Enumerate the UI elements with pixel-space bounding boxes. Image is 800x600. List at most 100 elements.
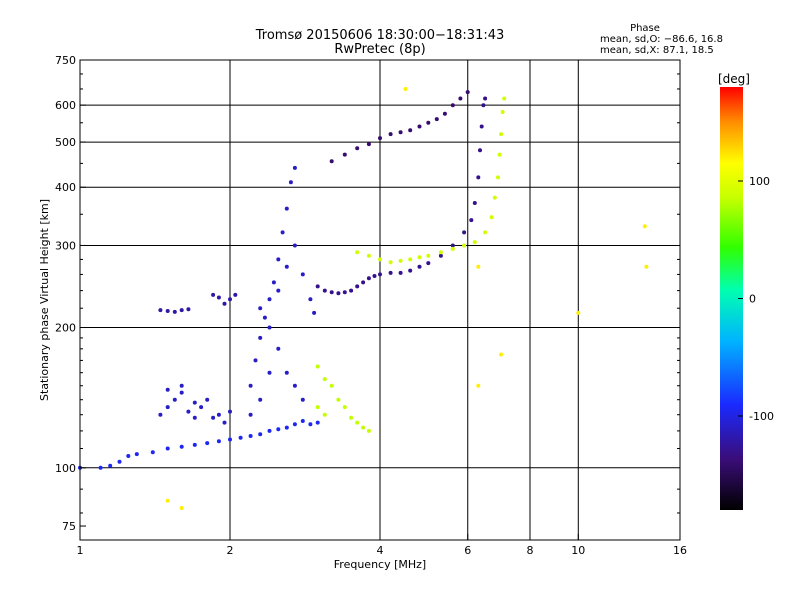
data-point xyxy=(450,103,455,108)
data-points xyxy=(78,87,649,510)
data-point xyxy=(179,383,184,388)
data-point xyxy=(398,130,403,135)
data-point xyxy=(355,420,360,425)
data-point xyxy=(276,288,281,293)
data-point xyxy=(292,243,297,248)
colorbar-tick-label: 100 xyxy=(749,175,770,188)
colorbar-tick-label: 0 xyxy=(749,293,756,306)
data-point xyxy=(398,258,403,263)
data-point xyxy=(222,420,227,425)
data-point xyxy=(172,397,177,402)
data-point xyxy=(408,257,413,262)
data-point xyxy=(322,288,327,293)
data-point xyxy=(186,307,191,312)
data-point xyxy=(308,297,313,302)
data-point xyxy=(308,422,313,427)
data-point xyxy=(315,405,320,410)
data-point xyxy=(267,370,272,375)
data-point xyxy=(258,432,263,437)
data-point xyxy=(258,397,263,402)
data-point xyxy=(216,295,221,300)
data-point xyxy=(108,463,113,468)
y-tick-label: 200 xyxy=(55,322,76,335)
x-tick-label: 4 xyxy=(377,544,384,557)
data-point xyxy=(378,272,382,277)
data-point xyxy=(576,310,581,315)
y-axis: 75 100 200 300 400 500 600 750 xyxy=(55,54,680,533)
data-point xyxy=(216,439,221,444)
data-point xyxy=(284,370,289,375)
data-point xyxy=(284,264,289,269)
data-point xyxy=(253,358,258,363)
data-point xyxy=(199,405,204,410)
data-point xyxy=(222,301,227,306)
data-point xyxy=(355,146,360,151)
data-point xyxy=(644,264,649,269)
data-point xyxy=(192,415,197,420)
data-point xyxy=(438,253,443,258)
data-point xyxy=(497,152,502,157)
data-point xyxy=(192,400,197,405)
data-point xyxy=(349,288,354,293)
data-point xyxy=(248,412,253,417)
data-point xyxy=(442,111,447,116)
data-point xyxy=(398,270,403,275)
y-tick-label: 500 xyxy=(55,136,76,149)
data-point xyxy=(366,253,371,258)
data-point xyxy=(211,292,216,297)
data-point xyxy=(426,253,431,258)
data-point xyxy=(642,224,647,229)
data-point xyxy=(179,444,184,449)
data-point xyxy=(292,383,297,388)
data-point xyxy=(403,87,408,91)
data-point xyxy=(192,442,197,447)
data-point xyxy=(117,459,122,464)
data-point xyxy=(126,454,131,458)
data-point xyxy=(276,427,281,432)
data-point xyxy=(434,117,439,122)
data-point xyxy=(292,165,297,170)
data-point xyxy=(228,409,232,414)
data-point xyxy=(426,261,431,266)
data-point xyxy=(238,435,243,440)
data-point xyxy=(472,201,477,205)
data-point xyxy=(342,152,347,157)
data-point xyxy=(300,272,305,277)
data-point xyxy=(258,306,263,311)
data-point xyxy=(462,243,467,248)
data-point xyxy=(408,268,413,273)
data-point xyxy=(300,419,305,423)
data-point xyxy=(417,124,422,129)
data-point xyxy=(388,260,393,265)
data-point xyxy=(322,377,327,382)
data-point xyxy=(450,243,455,248)
data-point xyxy=(329,290,334,295)
data-point xyxy=(349,415,354,420)
data-point xyxy=(476,175,481,180)
data-point xyxy=(492,195,497,200)
phase-heading: Phase xyxy=(630,23,660,34)
data-point xyxy=(462,230,467,235)
data-point xyxy=(228,297,232,302)
data-point xyxy=(388,132,393,137)
data-point xyxy=(165,446,170,451)
colorbar xyxy=(720,87,743,510)
data-point xyxy=(258,335,263,340)
data-point xyxy=(312,310,317,315)
phase-stats-o: mean, sd,O: −86.6, 16.8 xyxy=(600,34,723,45)
data-point xyxy=(336,397,341,402)
data-point xyxy=(450,246,455,251)
data-point xyxy=(388,270,393,275)
colorbar-label: [deg] xyxy=(718,72,750,86)
data-point xyxy=(267,428,272,433)
data-point xyxy=(276,346,281,351)
data-point xyxy=(288,180,293,185)
data-point xyxy=(500,110,505,114)
data-point xyxy=(271,280,276,285)
data-point xyxy=(322,412,327,417)
y-tick-label: 300 xyxy=(55,239,76,252)
data-point xyxy=(489,215,494,220)
data-point xyxy=(478,148,482,153)
data-point xyxy=(361,280,366,285)
